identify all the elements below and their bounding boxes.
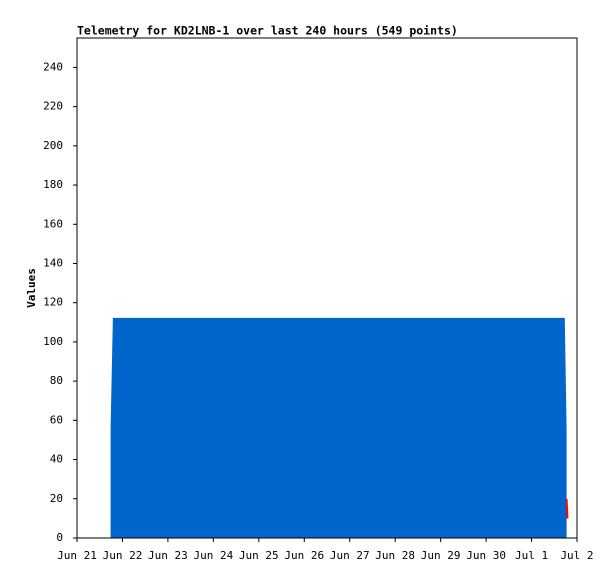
x-tick-label: Jun 23	[148, 549, 188, 562]
x-tick-label: Jun 27	[330, 549, 370, 562]
y-tick-label: 100	[43, 335, 63, 348]
y-tick-label: 40	[50, 453, 63, 466]
x-tick-label: Jul 2	[560, 549, 593, 562]
y-tick-label: 180	[43, 178, 63, 191]
y-tick-label: 60	[50, 413, 63, 426]
area	[110, 317, 567, 539]
x-tick-label: Jun 30	[466, 549, 506, 562]
x-tick-label: Jun 29	[421, 549, 461, 562]
y-axis-title: Values	[25, 268, 38, 308]
plot-frame	[76, 37, 578, 539]
x-tick-label: Jul 1	[515, 549, 548, 562]
x-tick-label: Jun 26	[284, 549, 324, 562]
y-tick-label: 0	[56, 531, 63, 544]
y-tick-label: 200	[43, 139, 63, 152]
y-tick-label: 80	[50, 374, 63, 387]
chart-title: Telemetry for KD2LNB-1 over last 240 hou…	[77, 24, 458, 38]
y-tick-label: 220	[43, 100, 63, 113]
y-tick-label: 140	[43, 256, 63, 269]
y-tick-label: 160	[43, 217, 63, 230]
y-tick-label: 120	[43, 296, 63, 309]
x-tick-label: Jun 25	[239, 549, 279, 562]
x-tick-label: Jun 28	[375, 549, 415, 562]
x-tick-label: Jun 21	[57, 549, 97, 562]
x-tick-label: Jun 22	[103, 549, 143, 562]
y-tick-label: 20	[50, 492, 63, 505]
y-tick-label: 240	[43, 60, 63, 73]
line	[565, 498, 569, 519]
x-tick-label: Jun 24	[193, 549, 233, 562]
